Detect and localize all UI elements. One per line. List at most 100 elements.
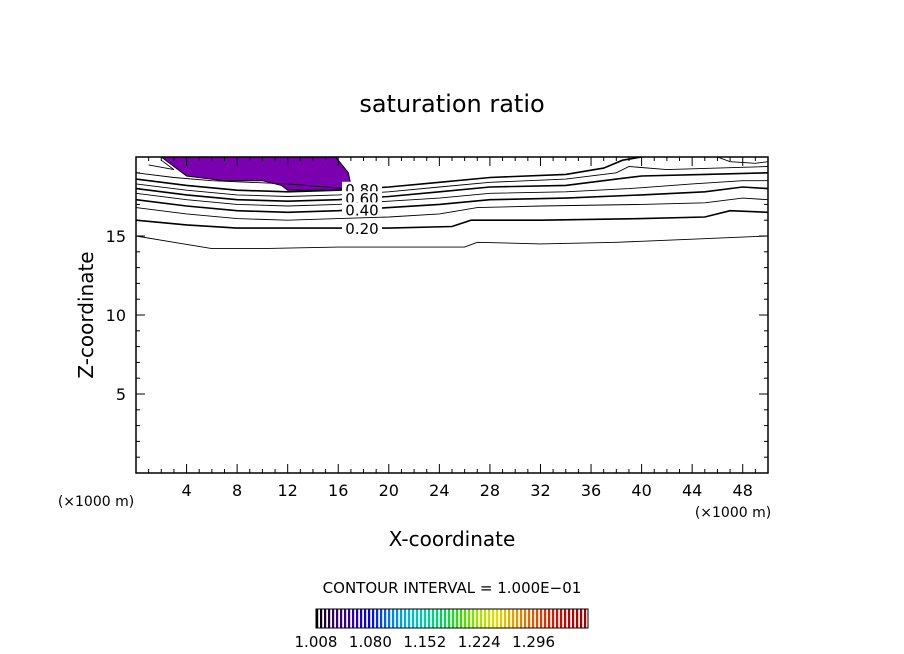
- x-tick-label: 48: [733, 481, 753, 500]
- colorbar-stripe: [432, 609, 435, 628]
- colorbar-stripe: [424, 609, 427, 628]
- colorbar-stripe: [536, 609, 539, 628]
- colorbar-stripe: [384, 609, 387, 628]
- colorbar-stripe: [468, 609, 471, 628]
- colorbar-stripe: [320, 609, 323, 628]
- x-tick-label: 12: [278, 481, 298, 500]
- colorbar-stripe: [364, 609, 367, 628]
- colorbar-stripe: [344, 609, 347, 628]
- colorbar-tick-label: 1.224: [458, 633, 501, 651]
- colorbar-stripe: [520, 609, 523, 628]
- colorbar-stripe: [376, 609, 379, 628]
- colorbar-stripe: [332, 609, 335, 628]
- contour-line-2: [136, 197, 768, 221]
- colorbar-stripe: [352, 609, 355, 628]
- contour-line-7: [136, 157, 642, 193]
- contour-line-6: [136, 166, 768, 197]
- x-tick-label: 8: [232, 481, 242, 500]
- x-tick-labels: 4 8 12 16 20 24 28 32 36 40 44 48: [181, 481, 752, 500]
- x-tick-label: 28: [480, 481, 500, 500]
- x-tick-label: 44: [682, 481, 702, 500]
- y-tick-label: 10: [106, 306, 126, 325]
- colorbar-stripe: [316, 609, 319, 628]
- x-tick-label: 20: [379, 481, 399, 500]
- contour-labels: 0.800.600.400.20: [341, 181, 382, 238]
- colorbar-stripe: [572, 609, 575, 628]
- colorbar-stripe: [568, 609, 571, 628]
- contour-label-bg: [341, 202, 382, 217]
- x-unit-right: (×1000 m): [695, 505, 771, 521]
- contour-line-3: [136, 186, 768, 214]
- colorbar-stripe: [544, 609, 547, 628]
- colorbar-stripe: [580, 609, 583, 628]
- colorbar-tick-label: 1.152: [403, 633, 446, 651]
- contour-label: 0.40: [345, 201, 378, 219]
- colorbar-stripe: [356, 609, 359, 628]
- colorbar-stripe: [492, 609, 495, 628]
- colorbar-stripe: [348, 609, 351, 628]
- x-tick-label: 40: [631, 481, 651, 500]
- colorbar-stripe: [500, 609, 503, 628]
- colorbar-stripe: [416, 609, 419, 628]
- colorbar-stripe: [528, 609, 531, 628]
- axis-ticks: [136, 157, 768, 473]
- colorbar-stripe: [532, 609, 535, 628]
- colorbar-stripe: [400, 609, 403, 628]
- colorbar-stripe: [552, 609, 555, 628]
- x-tick-label: 36: [581, 481, 601, 500]
- contour-interval-note: CONTOUR INTERVAL = 1.000E−01: [323, 579, 582, 597]
- colorbar-tick-label: 1.008: [295, 633, 338, 651]
- colorbar-stripe: [488, 609, 491, 628]
- contour-line-1: [136, 209, 768, 229]
- y-axis-label: Z-coordinate: [74, 251, 98, 378]
- colorbar-stripe: [408, 609, 411, 628]
- colorbar-stripe: [372, 609, 375, 628]
- contour-label: 0.20: [345, 220, 378, 238]
- colorbar-labels: 1.008 1.080 1.152 1.224 1.296: [295, 633, 556, 651]
- contour-line-0: [136, 235, 768, 250]
- colorbar-stripe: [392, 609, 395, 628]
- colorbar-stripe: [340, 609, 343, 628]
- colorbar-stripe: [484, 609, 487, 628]
- colorbar-tick-label: 1.080: [349, 633, 392, 651]
- contour-line-9: [148, 159, 175, 171]
- colorbar-tick-label: 1.296: [512, 633, 555, 651]
- colorbar-stripe: [396, 609, 399, 628]
- colorbar-stripe: [456, 609, 459, 628]
- colorbar-stripe: [428, 609, 431, 628]
- colorbar-stripe: [464, 609, 467, 628]
- colorbar-stripe: [380, 609, 383, 628]
- x-tick-label: 4: [181, 481, 191, 500]
- colorbar-stripe: [360, 609, 363, 628]
- colorbar-stripe: [576, 609, 579, 628]
- colorbar-stripe: [524, 609, 527, 628]
- filled-region-0: [160, 157, 352, 191]
- contour-line-5: [136, 172, 768, 203]
- colorbar-frame: [315, 608, 589, 629]
- colorbar-stripe: [480, 609, 483, 628]
- colorbar-stripe: [516, 609, 519, 628]
- colorbar-stripe: [504, 609, 507, 628]
- colorbar-stripe: [584, 609, 587, 628]
- x-tick-label: 24: [429, 481, 449, 500]
- x-unit-left: (×1000 m): [58, 494, 134, 510]
- colorbar-stripe: [540, 609, 543, 628]
- contour-label-bg: [341, 191, 382, 206]
- contour-line-4: [136, 180, 768, 207]
- colorbar-stripe: [336, 609, 339, 628]
- colorbar-stripe: [564, 609, 567, 628]
- colorbar-stripe: [388, 609, 391, 628]
- colorbar-stripe: [444, 609, 447, 628]
- x-tick-label: 32: [530, 481, 550, 500]
- colorbar-stripe: [548, 609, 551, 628]
- colorbar-stripe: [404, 609, 407, 628]
- colorbar-stripe: [420, 609, 423, 628]
- colorbar-stripe: [460, 609, 463, 628]
- x-axis-label: X-coordinate: [389, 527, 516, 551]
- colorbar-stripe: [368, 609, 371, 628]
- colorbar-stripe: [560, 609, 563, 628]
- y-tick-label: 15: [106, 227, 126, 246]
- colorbar-stripe: [440, 609, 443, 628]
- chart-title: saturation ratio: [359, 90, 544, 118]
